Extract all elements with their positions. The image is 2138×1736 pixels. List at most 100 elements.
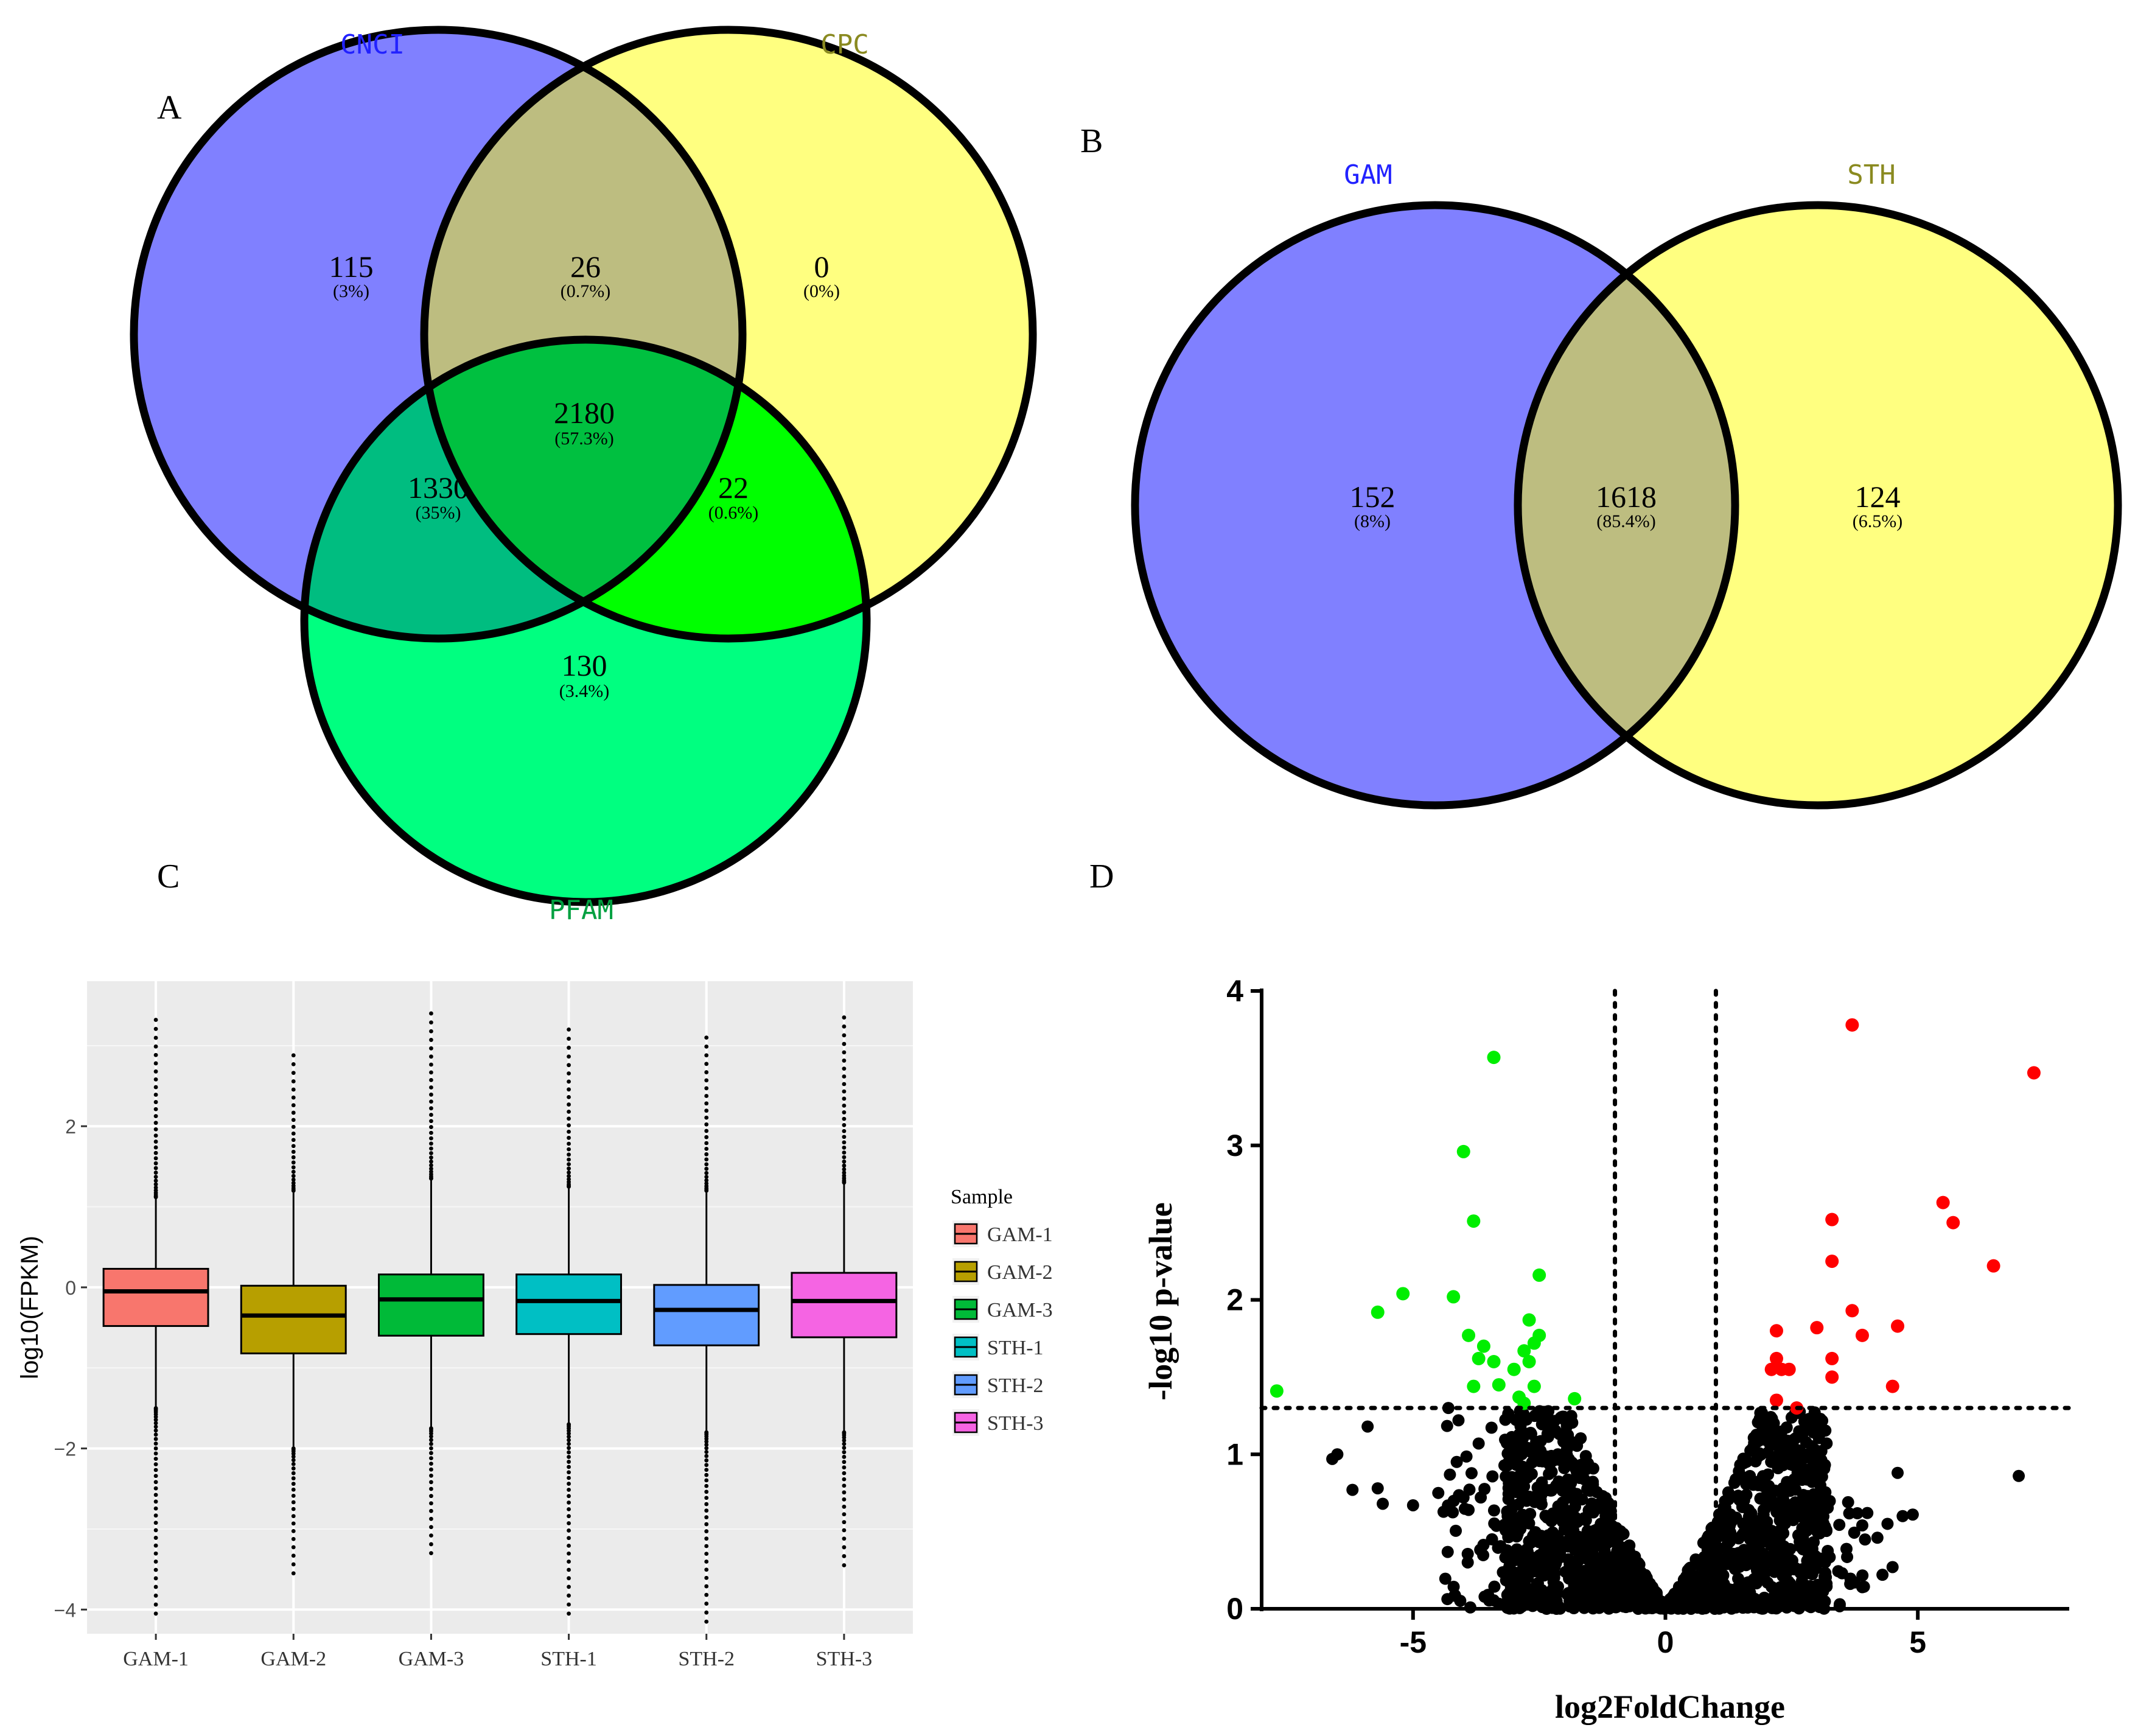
outlier-point (704, 1101, 709, 1106)
ns-point (1450, 1524, 1462, 1537)
ns-point (1876, 1569, 1889, 1581)
ns-point (1588, 1538, 1601, 1551)
ns-point (1836, 1567, 1848, 1580)
outlier-point (153, 1156, 158, 1161)
outlier-point (704, 1446, 709, 1451)
outlier-point (704, 1162, 709, 1167)
ns-point (1733, 1493, 1745, 1506)
ns-point (1520, 1582, 1533, 1595)
outlier-point (567, 1166, 571, 1171)
outlier-point (842, 1450, 847, 1455)
outlier-point (429, 1146, 433, 1151)
outlier-point (153, 1044, 158, 1049)
down-regulated-point (1371, 1305, 1385, 1319)
ns-point (1502, 1531, 1515, 1544)
outlier-point (153, 1182, 158, 1187)
outlier-point (704, 1584, 709, 1589)
outlier-point (567, 1494, 571, 1499)
region-count: 0 (814, 250, 830, 284)
outlier-point (153, 1602, 158, 1607)
outlier-point (842, 1024, 847, 1029)
outlier-point (429, 1119, 433, 1124)
x-tick-label: GAM-2 (260, 1648, 326, 1670)
outlier-point (842, 1066, 847, 1071)
region-pct: (0.6%) (708, 503, 758, 523)
ns-point (1769, 1484, 1781, 1497)
outlier-point (153, 1161, 158, 1166)
outlier-point (153, 1139, 158, 1144)
ns-point (1539, 1535, 1551, 1547)
outlier-point (429, 1525, 433, 1530)
ns-point (1474, 1544, 1487, 1556)
outlier-point (704, 1152, 709, 1157)
outlier-point (291, 1155, 296, 1160)
outlier-point (842, 1490, 847, 1495)
outlier-point (842, 1455, 847, 1459)
legend-title: Sample (951, 1186, 1013, 1208)
outlier-point (153, 1559, 158, 1564)
outlier-point (567, 1465, 571, 1469)
y-tick-label: 2 (65, 1116, 76, 1138)
down-regulated-point (1492, 1378, 1506, 1392)
outlier-point (704, 1070, 709, 1074)
box-gam-3 (377, 1011, 484, 1556)
ns-point (1475, 1491, 1487, 1504)
outlier-point (704, 1472, 709, 1477)
outlier-point (704, 1544, 709, 1549)
outlier-point (153, 1035, 158, 1040)
ns-point (1819, 1424, 1832, 1437)
outlier-point (429, 1130, 433, 1135)
ns-point (1487, 1504, 1500, 1517)
outlier-point (291, 1062, 296, 1066)
outlier-point (842, 1159, 847, 1164)
outlier-point (704, 1502, 709, 1507)
panel-label-b: B (1080, 122, 1103, 160)
ns-point (1767, 1424, 1780, 1437)
plot-panel-background (87, 981, 913, 1634)
ns-point (1615, 1528, 1628, 1541)
outlier-point (291, 1181, 296, 1185)
outlier-point (842, 1041, 847, 1046)
ns-point (1472, 1437, 1485, 1450)
ns-point (1861, 1507, 1874, 1519)
ns-point (1856, 1519, 1868, 1531)
outlier-point (153, 1584, 158, 1589)
outlier-point (567, 1434, 571, 1439)
ns-point (1814, 1591, 1827, 1604)
outlier-point (704, 1044, 709, 1049)
outlier-point (704, 1489, 709, 1494)
outlier-point (704, 1483, 709, 1488)
x-tick-label: GAM-3 (399, 1648, 464, 1670)
region-pct: (57.3%) (554, 429, 613, 449)
panel-label-a: A (157, 89, 182, 127)
outlier-point (429, 1155, 433, 1160)
y-tick-label: −4 (54, 1599, 76, 1621)
outlier-point (153, 1166, 158, 1171)
outlier-point (153, 1462, 158, 1467)
outlier-point (567, 1446, 571, 1451)
ns-point (1548, 1535, 1560, 1548)
ns-point (1488, 1580, 1501, 1593)
ns-point (1562, 1429, 1574, 1441)
outlier-point (153, 1536, 158, 1540)
outlier-point (704, 1478, 709, 1483)
outlier-point (842, 1122, 847, 1127)
outlier-point (842, 1465, 847, 1470)
ns-point (1441, 1545, 1454, 1558)
outlier-point (567, 1141, 571, 1146)
ns-point (1591, 1567, 1604, 1580)
outlier-point (842, 1103, 847, 1108)
outlier-point (567, 1027, 571, 1032)
y-axis: −4 −2 0 2 (54, 1116, 87, 1621)
gam-outline (1131, 201, 1739, 810)
ns-point (1803, 1567, 1816, 1580)
outlier-point (842, 1441, 847, 1446)
outlier-point (153, 1069, 158, 1074)
outlier-point (704, 1522, 709, 1527)
outlier-point (291, 1507, 296, 1511)
ns-point (1797, 1543, 1809, 1556)
outlier-point (704, 1559, 709, 1564)
outlier-point (842, 1545, 847, 1550)
outlier-point (567, 1071, 571, 1076)
outlier-point (429, 1169, 433, 1174)
